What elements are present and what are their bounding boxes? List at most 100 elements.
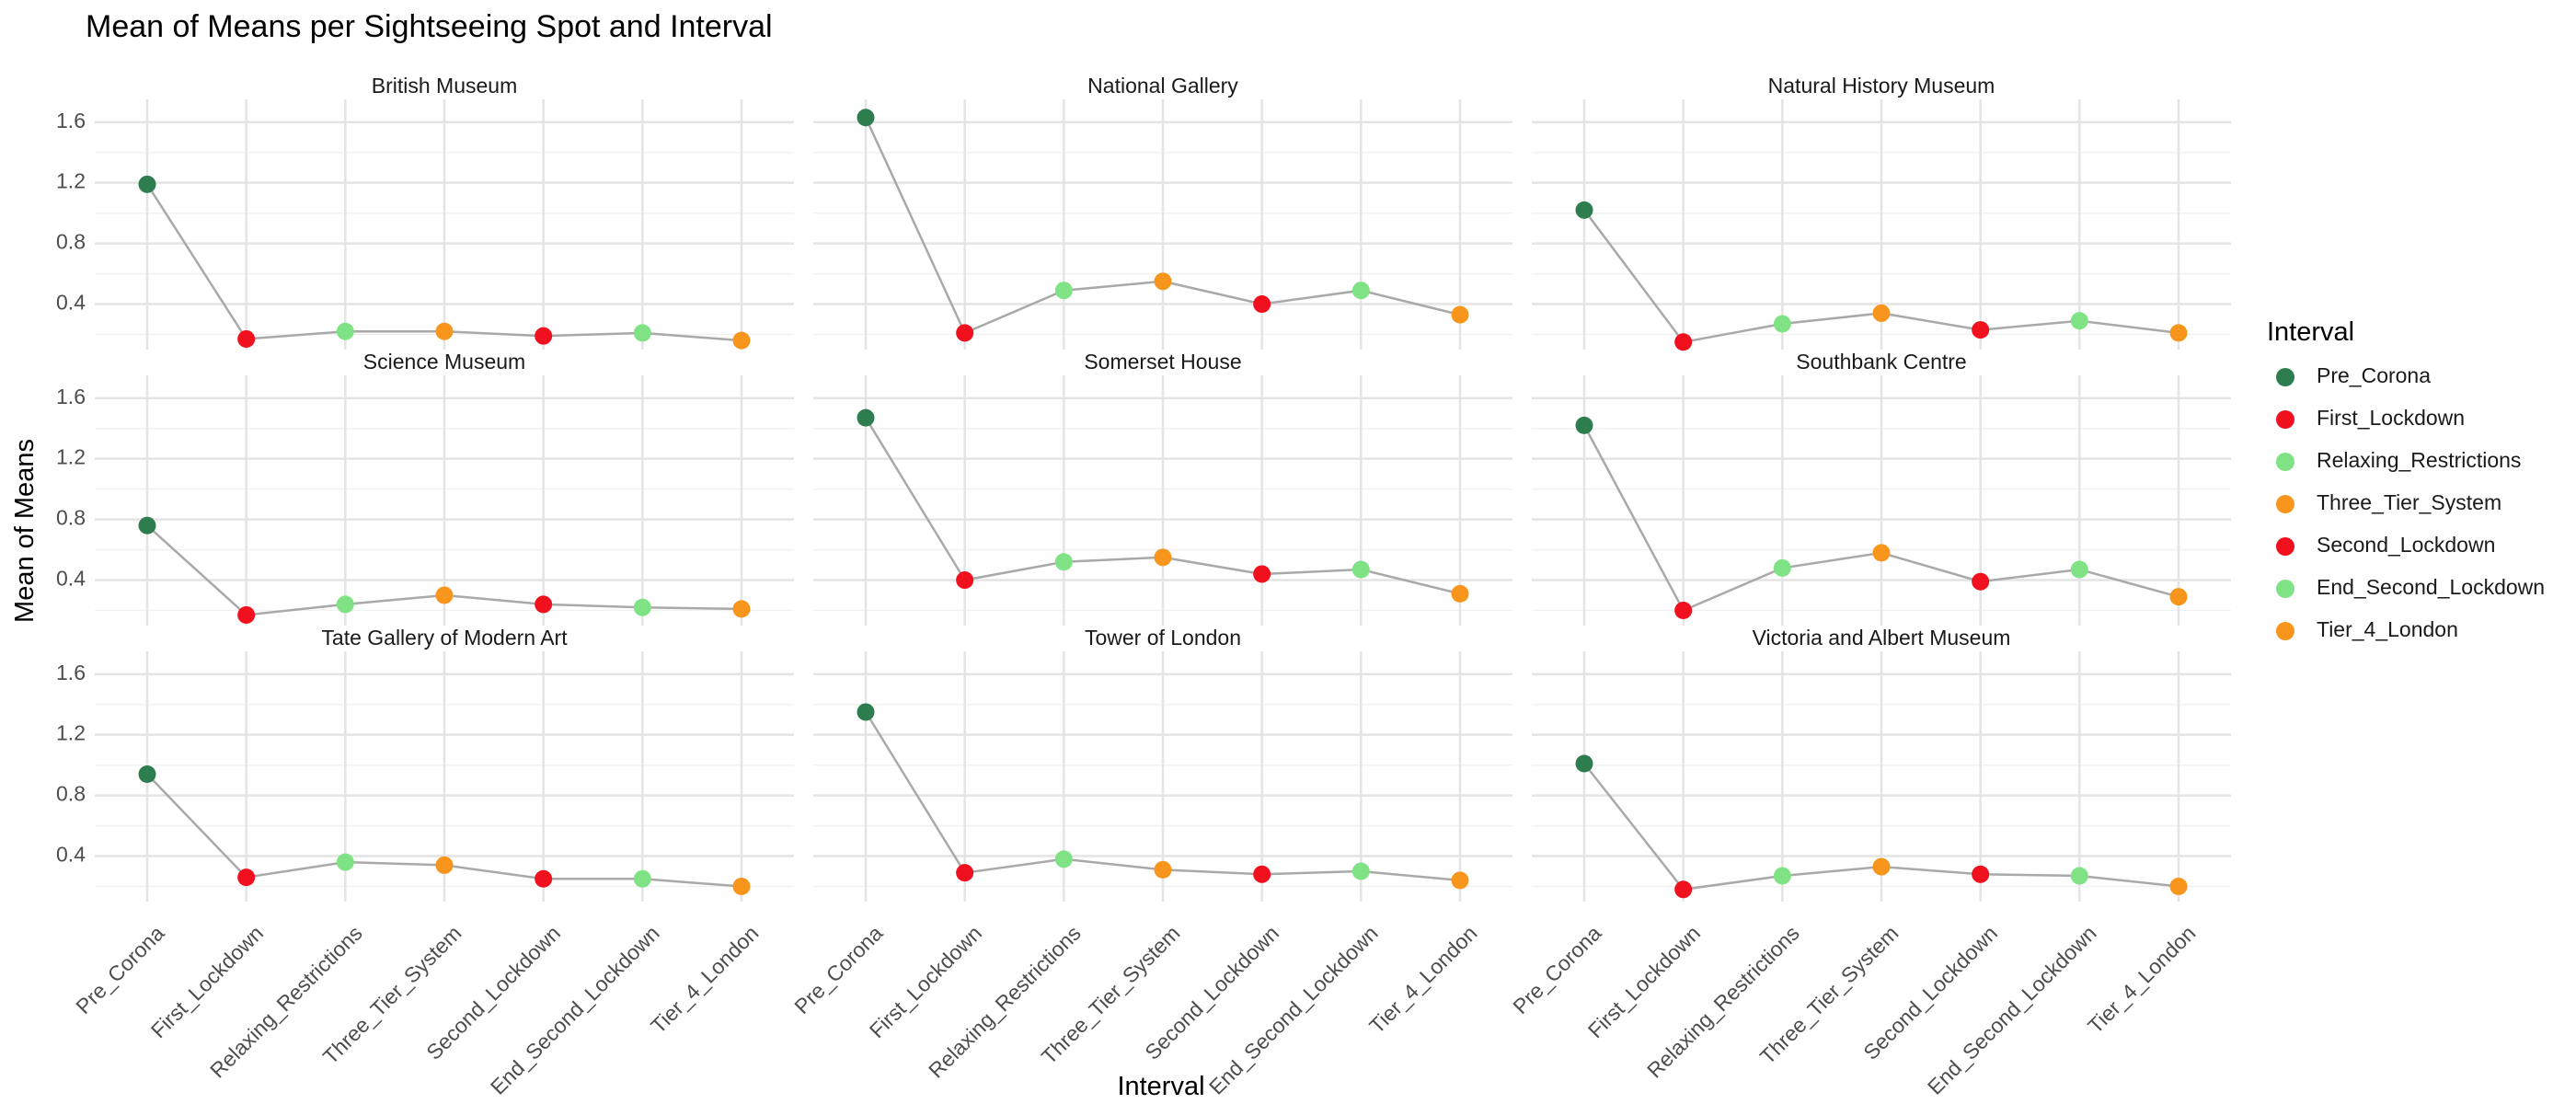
data-point-relaxing-restrictions <box>1054 850 1073 868</box>
data-point-tier-4-london <box>2169 588 2188 606</box>
data-point-pre-corona <box>857 408 875 427</box>
data-point-three-tier-system <box>1154 548 1172 567</box>
data-point-tier-4-london <box>2169 324 2188 342</box>
legend-swatch <box>2276 580 2294 598</box>
facet-title: National Gallery <box>1087 74 1238 98</box>
facet-panel-british-museum: British Museum 0.4 0.8 1.2 1.6 <box>56 74 794 350</box>
legend-swatch <box>2276 453 2294 471</box>
facet-panel-southbank-centre: Southbank Centre <box>1532 350 2231 626</box>
data-point-end-second-lockdown <box>2070 560 2088 579</box>
legend-item-end-second-lockdown: End_Second_Lockdown <box>2276 575 2545 599</box>
legend-label: Relaxing_Restrictions <box>2317 448 2521 472</box>
data-point-relaxing-restrictions <box>1773 558 1791 577</box>
data-point-pre-corona <box>1575 416 1593 434</box>
legend-item-first-lockdown: First_Lockdown <box>2276 406 2465 430</box>
legend-item-tier-4-london: Tier_4_London <box>2276 617 2458 641</box>
y-tick-label: 1.6 <box>56 661 86 684</box>
legend-swatch <box>2276 495 2294 513</box>
y-tick-label: 1.2 <box>56 169 86 193</box>
data-point-tier-4-london <box>732 331 751 350</box>
x-tick-label: Pre_Corona <box>1508 921 1605 1018</box>
data-point-relaxing-restrictions <box>1773 867 1791 885</box>
data-point-relaxing-restrictions <box>1054 282 1073 300</box>
data-point-relaxing-restrictions <box>336 322 354 340</box>
legend-item-second-lockdown: Second_Lockdown <box>2276 533 2495 557</box>
data-point-end-second-lockdown <box>1351 560 1370 579</box>
data-point-tier-4-london <box>732 878 751 896</box>
facet-title: British Museum <box>372 74 517 98</box>
legend-title: Interval <box>2267 317 2354 347</box>
data-point-first-lockdown <box>956 324 974 342</box>
facet-title: Victoria and Albert Museum <box>1753 626 2011 650</box>
data-point-tier-4-london <box>2169 878 2188 896</box>
data-point-relaxing-restrictions <box>336 595 354 614</box>
x-tick-label: Pre_Corona <box>71 921 168 1018</box>
y-tick-label: 1.6 <box>56 385 86 408</box>
data-point-pre-corona <box>1575 754 1593 773</box>
legend-swatch <box>2276 622 2294 640</box>
data-point-end-second-lockdown <box>633 324 651 342</box>
x-tick-label: Tier_4_London <box>2083 921 2200 1038</box>
legend-item-three-tier-system: Three_Tier_System <box>2276 490 2501 514</box>
data-point-second-lockdown <box>1253 865 1271 883</box>
facet-panel-science-museum: Science Museum 0.4 0.8 1.2 1.6 <box>56 350 794 626</box>
facet-panel-natural-history-museum: Natural History Museum <box>1532 74 2231 351</box>
data-point-second-lockdown <box>1972 865 1990 883</box>
x-tick-label: End_Second_Lockdown <box>1204 921 1383 1099</box>
data-point-relaxing-restrictions <box>336 853 354 871</box>
data-point-second-lockdown <box>535 595 553 614</box>
facet-title: Tower of London <box>1085 626 1241 650</box>
data-point-second-lockdown <box>535 327 553 345</box>
data-point-first-lockdown <box>237 868 256 887</box>
data-point-end-second-lockdown <box>1351 282 1370 300</box>
data-point-end-second-lockdown <box>2070 867 2088 885</box>
data-point-tier-4-london <box>732 600 751 618</box>
data-point-end-second-lockdown <box>633 869 651 888</box>
data-point-tier-4-london <box>1451 871 1469 890</box>
legend-swatch <box>2276 368 2294 386</box>
data-point-second-lockdown <box>1253 295 1271 314</box>
legend-label: End_Second_Lockdown <box>2317 575 2545 599</box>
legend-item-relaxing-restrictions: Relaxing_Restrictions <box>2276 448 2521 472</box>
data-point-first-lockdown <box>1674 333 1693 351</box>
y-tick-label: 0.4 <box>56 291 86 315</box>
data-point-first-lockdown <box>956 571 974 590</box>
y-tick-label: 0.8 <box>56 782 86 806</box>
data-point-three-tier-system <box>1154 272 1172 291</box>
facet-panel-tower-of-london: Tower of LondonPre_CoronaFirst_LockdownR… <box>789 626 1512 1099</box>
data-point-first-lockdown <box>1674 602 1693 620</box>
x-tick-label: Pre_Corona <box>789 921 887 1018</box>
legend: Interval Pre_Corona First_Lockdown Relaxin… <box>2267 317 2545 641</box>
y-tick-label: 0.8 <box>56 230 86 254</box>
data-point-end-second-lockdown <box>1351 862 1370 880</box>
legend-label: Tier_4_London <box>2317 617 2458 641</box>
x-tick-label: End_Second_Lockdown <box>1923 921 2101 1099</box>
x-tick-label: End_Second_Lockdown <box>486 921 664 1099</box>
data-point-pre-corona <box>138 175 156 193</box>
x-axis-title: Interval <box>1117 1072 1204 1101</box>
legend-label: Pre_Corona <box>2317 363 2431 387</box>
data-point-tier-4-london <box>1451 584 1469 603</box>
facet-title: Somerset House <box>1084 350 1241 374</box>
data-point-second-lockdown <box>1972 572 1990 591</box>
legend-swatch <box>2276 537 2294 556</box>
facet-panel-tate-gallery-of-modern-art: Tate Gallery of Modern Art 0.4 0.8 1.2 1.6 Pr… <box>56 626 794 1099</box>
data-point-first-lockdown <box>237 329 256 348</box>
data-point-first-lockdown <box>956 864 974 882</box>
data-point-relaxing-restrictions <box>1054 553 1073 571</box>
data-point-end-second-lockdown <box>633 598 651 616</box>
data-point-pre-corona <box>138 516 156 535</box>
legend-label: Second_Lockdown <box>2317 533 2495 557</box>
facet-panels: British Museum 0.4 0.8 1.2 1.6 National Galle… <box>56 74 2231 1099</box>
data-point-three-tier-system <box>1872 304 1891 322</box>
y-tick-label: 1.6 <box>56 109 86 132</box>
x-tick-label: Tier_4_London <box>1364 921 1481 1038</box>
x-tick-label: Tier_4_London <box>646 921 763 1038</box>
y-axis-title: Mean of Means <box>10 439 40 623</box>
data-point-tier-4-london <box>1451 305 1469 324</box>
data-point-pre-corona <box>857 109 875 127</box>
data-point-second-lockdown <box>1253 565 1271 583</box>
facet-title: Southbank Centre <box>1796 350 1966 374</box>
chart-title: Mean of Means per Sightseeing Spot and I… <box>86 9 773 44</box>
